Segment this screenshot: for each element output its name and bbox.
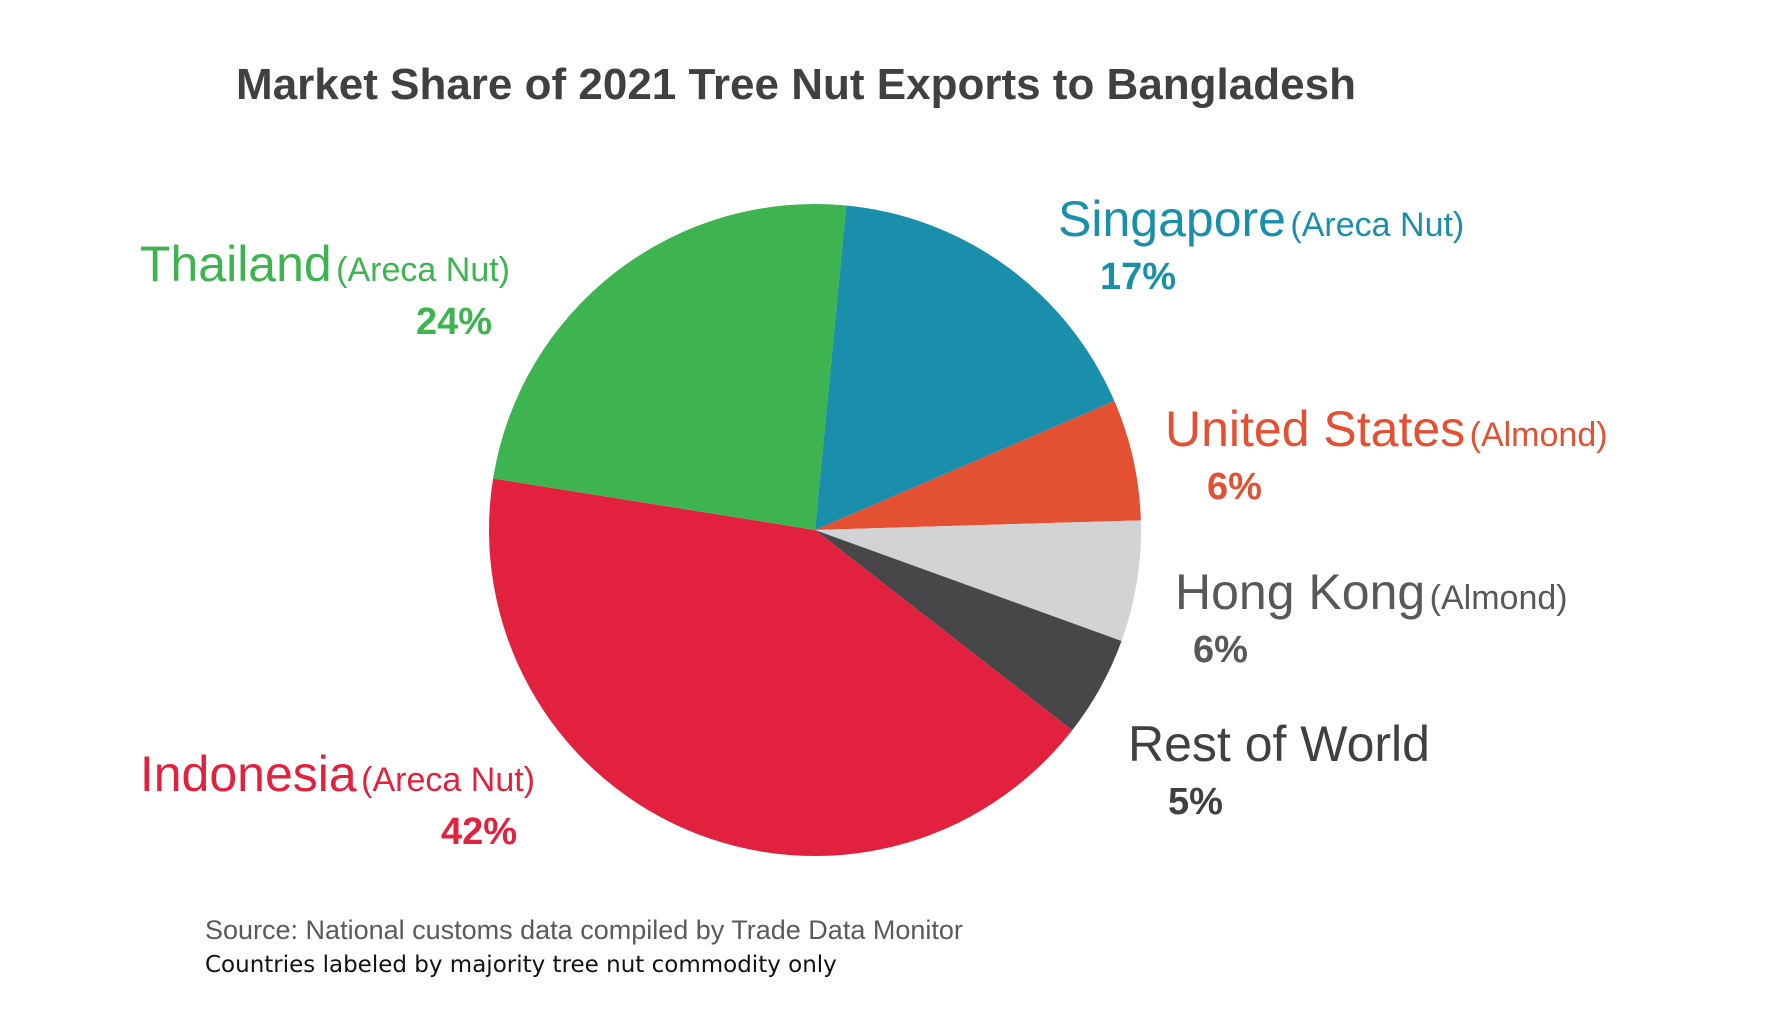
pie-slice-indonesia [488, 478, 1073, 857]
pie-slice-hong-kong [815, 520, 1142, 641]
label-country: Thailand [139, 236, 332, 292]
label-thailand: Thailand (Areca Nut) 24% [105, 235, 510, 344]
label-percent: 5% [1168, 781, 1223, 823]
label-percent: 6% [1193, 629, 1248, 671]
label-country: United States [1165, 401, 1466, 457]
label-percent: 6% [1207, 466, 1262, 508]
label-country: Indonesia [139, 746, 357, 802]
commodity-note: Countries labeled by majority tree nut c… [205, 952, 837, 978]
pie-slice-united-states [815, 401, 1141, 530]
label-rest-of-world: Rest of World 5% [1128, 715, 1430, 824]
pie-slice-rest-of-world [815, 530, 1122, 731]
pie-slice-singapore [815, 205, 1115, 530]
label-country: Hong Kong [1175, 564, 1426, 620]
label-commodity: (Almond) [1469, 416, 1608, 454]
label-commodity: (Areca Nut) [336, 251, 510, 289]
label-percent: 42% [440, 811, 517, 853]
label-singapore: Singapore (Areca Nut) 17% [1058, 190, 1464, 299]
pie-slice-thailand [493, 203, 847, 531]
label-percent: 24% [415, 301, 492, 343]
label-country: Rest of World [1128, 716, 1430, 772]
label-commodity: (Areca Nut) [361, 761, 535, 799]
label-country: Singapore [1058, 191, 1286, 247]
label-commodity: (Almond) [1429, 579, 1568, 617]
source-note: Source: National customs data compiled b… [205, 915, 963, 945]
label-percent: 17% [1100, 256, 1177, 298]
label-indonesia: Indonesia (Areca Nut) 42% [105, 745, 535, 854]
chart-title: Market Share of 2021 Tree Nut Exports to… [236, 60, 1356, 109]
label-hong-kong: Hong Kong (Almond) 6% [1175, 563, 1568, 672]
label-commodity: (Areca Nut) [1290, 206, 1465, 244]
label-united-states: United States (Almond) 6% [1165, 400, 1608, 509]
